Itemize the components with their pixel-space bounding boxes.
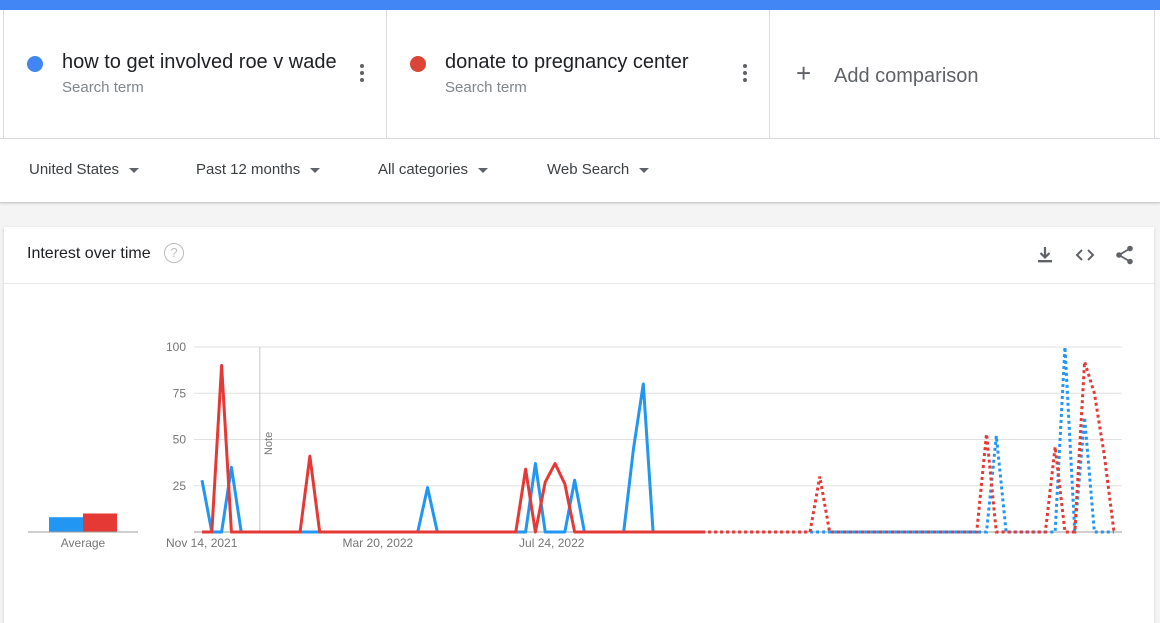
more-options-icon[interactable] <box>743 64 747 82</box>
y-tick-label: 25 <box>173 479 187 493</box>
search-property-dropdown[interactable]: Web Search <box>547 161 650 178</box>
download-icon[interactable] <box>1034 244 1056 266</box>
interest-over-time-chart: 100 75 50 25 Nov 14, 2021 Mar 20, 2022 Jul 24… <box>28 340 1122 550</box>
search-term-type: Search term <box>445 79 527 96</box>
series-color-dot-1 <box>27 56 43 72</box>
series-line-1 <box>200 382 703 534</box>
more-options-icon[interactable] <box>360 64 364 82</box>
y-tick-label: 100 <box>166 340 186 354</box>
card-title: Interest over time <box>27 245 151 262</box>
chart-note-marker[interactable]: Note <box>259 347 275 532</box>
series-line-2 <box>202 364 703 534</box>
search-term-title[interactable]: how to get involved roe v wade <box>62 51 337 73</box>
dropdown-arrow-icon <box>639 167 650 173</box>
embed-icon[interactable] <box>1074 244 1096 266</box>
series-partial-line-2 <box>702 361 1116 534</box>
average-bar-1 <box>49 517 83 532</box>
top-accent-bar <box>0 0 1160 10</box>
help-icon[interactable]: ? <box>164 243 184 263</box>
y-tick-label: 75 <box>173 386 187 400</box>
average-bar-2 <box>83 513 117 532</box>
average-bars: Average <box>28 513 138 550</box>
x-axis-labels: Nov 14, 2021 Mar 20, 2022 Jul 24, 2022 <box>166 536 585 550</box>
comparison-header: how to get involved roe v wade Search te… <box>0 10 1160 139</box>
chart-gridlines <box>194 346 1122 533</box>
dropdown-arrow-icon <box>129 167 140 173</box>
search-term-title[interactable]: donate to pregnancy center <box>445 51 689 73</box>
y-tick-label: 50 <box>173 433 187 447</box>
y-axis-labels: 100 75 50 25 <box>166 340 186 493</box>
plus-icon: + <box>796 58 812 88</box>
dropdown-arrow-icon <box>310 167 321 173</box>
card-header: Interest over time ? <box>4 227 1154 284</box>
add-comparison-button[interactable]: + Add comparison <box>770 10 1155 138</box>
add-comparison-label: Add comparison <box>834 65 979 87</box>
note-label: Note <box>263 432 275 455</box>
search-property-value: Web Search <box>547 161 630 178</box>
share-icon[interactable] <box>1114 244 1136 266</box>
region-dropdown[interactable]: United States <box>29 161 140 178</box>
search-term-card-1[interactable]: how to get involved roe v wade Search te… <box>3 10 387 138</box>
time-range-value: Past 12 months <box>196 161 301 178</box>
x-tick-label: Nov 14, 2021 <box>166 536 238 550</box>
series-color-dot-2 <box>410 56 426 72</box>
x-tick-label: Jul 24, 2022 <box>519 536 585 550</box>
time-range-dropdown[interactable]: Past 12 months <box>196 161 321 178</box>
x-tick-label: Mar 20, 2022 <box>343 536 414 550</box>
interest-over-time-card: Interest over time ? <box>4 227 1154 623</box>
dropdown-arrow-icon <box>478 167 489 173</box>
filters-bar: United States Past 12 months All categor… <box>0 139 1160 203</box>
search-term-card-2[interactable]: donate to pregnancy center Search term <box>387 10 770 138</box>
category-value: All categories <box>378 161 469 178</box>
chart-series <box>200 346 1116 534</box>
search-term-type: Search term <box>62 79 144 96</box>
category-dropdown[interactable]: All categories <box>378 161 489 178</box>
average-label: Average <box>61 536 106 550</box>
region-value: United States <box>29 161 120 178</box>
